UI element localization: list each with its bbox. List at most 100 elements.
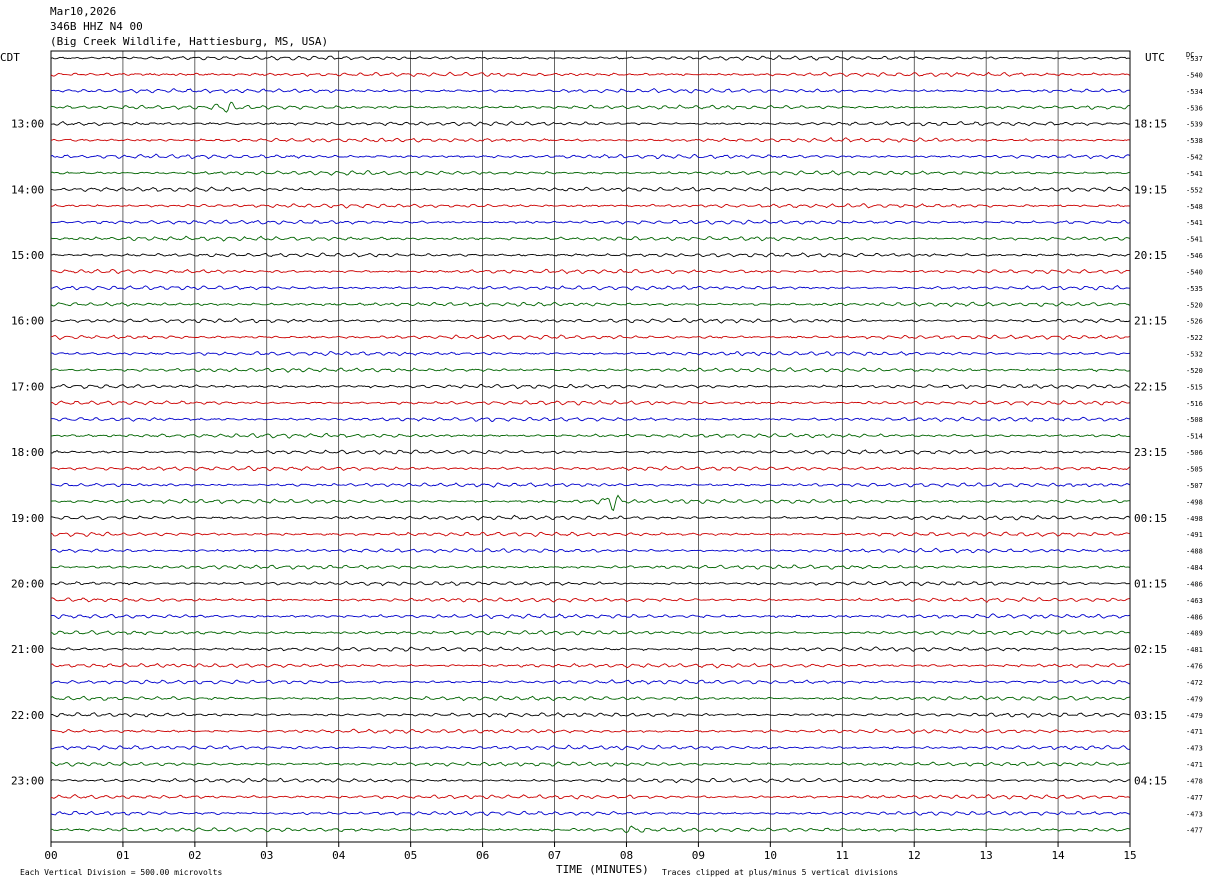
dc-offset-label: -473 [1186, 745, 1203, 753]
dc-offset-label: -479 [1186, 695, 1203, 703]
dc-offset-label: -541 [1186, 170, 1203, 178]
dc-offset-label: -486 [1186, 613, 1203, 621]
right-hour-label: 21:15 [1134, 315, 1167, 328]
seismic-trace [50, 87, 1130, 94]
seismic-trace [50, 777, 1130, 784]
scale-note: Each Vertical Division = 500.00 microvol… [20, 868, 222, 877]
dc-offset-label: -535 [1186, 285, 1203, 293]
seismic-trace [50, 744, 1130, 751]
right-hour-label: 04:15 [1134, 774, 1167, 787]
left-hour-label: 20:00 [11, 577, 44, 590]
left-hour-label: 22:00 [11, 709, 44, 722]
dc-offset-label: -484 [1186, 564, 1203, 572]
seismic-trace [50, 810, 1130, 817]
left-hour-label: 14:00 [11, 183, 44, 196]
left-timezone-label: CDT [0, 51, 20, 64]
seismic-trace [50, 101, 1130, 113]
seismic-trace [50, 285, 1130, 291]
seismic-trace [50, 564, 1130, 570]
dc-offset-label: -542 [1186, 154, 1203, 162]
dc-offset-label: -538 [1186, 137, 1203, 145]
x-tick-label: 00 [44, 849, 57, 862]
header-station: 346B HHZ N4 00 [50, 20, 143, 33]
seismic-trace [50, 761, 1130, 767]
dc-offset-label: -508 [1186, 416, 1203, 424]
seismic-trace [50, 383, 1130, 390]
x-tick-label: 08 [620, 849, 633, 862]
x-tick-label: 07 [548, 849, 561, 862]
dc-offset-label: -532 [1186, 351, 1203, 359]
plot-frame [50, 50, 1131, 843]
seismic-trace [50, 432, 1130, 439]
dc-offset-label: -498 [1186, 498, 1203, 506]
seismic-trace [50, 170, 1130, 176]
dc-offset-label: -471 [1186, 728, 1203, 736]
seismic-trace [50, 153, 1130, 160]
seismic-trace [50, 630, 1130, 636]
seismic-trace [50, 646, 1130, 652]
left-hour-label: 23:00 [11, 774, 44, 787]
dc-offset-label: -534 [1186, 88, 1203, 96]
left-hour-label: 17:00 [11, 380, 44, 393]
x-axis-label: TIME (MINUTES) [556, 863, 649, 876]
seismic-trace [50, 252, 1130, 258]
dc-offset-label: -546 [1186, 252, 1203, 260]
dc-offset-label: -481 [1186, 646, 1203, 654]
right-hour-label: 02:15 [1134, 643, 1167, 656]
dc-offset-label: -477 [1186, 827, 1203, 835]
label-layer: CDT UTC DC TIME (MINUTES) Each Vertical … [0, 51, 1203, 877]
seismic-trace [50, 268, 1130, 275]
dc-offset-label: -536 [1186, 104, 1203, 112]
trace-layer [50, 55, 1130, 833]
seismic-trace [50, 235, 1130, 242]
clip-note: Traces clipped at plus/minus 5 vertical … [662, 868, 898, 877]
dc-offset-label: -520 [1186, 367, 1203, 375]
seismic-trace [50, 679, 1130, 685]
x-tick-label: 14 [1051, 849, 1065, 862]
x-tick-label: 12 [908, 849, 921, 862]
left-hour-label: 18:00 [11, 446, 44, 459]
seismic-trace [50, 494, 1130, 512]
dc-offset-label: -526 [1186, 318, 1203, 326]
dc-offset-label: -522 [1186, 334, 1203, 342]
dc-offset-label: -540 [1186, 71, 1203, 79]
x-tick-label: 02 [188, 849, 201, 862]
dc-offset-label: -489 [1186, 630, 1203, 638]
right-hour-label: 01:15 [1134, 577, 1167, 590]
seismic-trace [50, 71, 1130, 77]
left-hour-label: 19:00 [11, 512, 44, 525]
x-tick-label: 10 [764, 849, 777, 862]
right-hour-label: 18:15 [1134, 118, 1167, 131]
dc-offset-label: -486 [1186, 580, 1203, 588]
dc-offset-label: -516 [1186, 400, 1203, 408]
seismic-trace [50, 728, 1130, 734]
seismic-trace [50, 580, 1130, 587]
dc-offset-label: -541 [1186, 219, 1203, 227]
seismic-trace [50, 712, 1130, 718]
left-hour-label: 15:00 [11, 249, 44, 262]
seismic-trace [50, 794, 1130, 800]
left-hour-label: 21:00 [11, 643, 44, 656]
dc-offset-label: -537 [1186, 55, 1203, 63]
dc-offset-label: -463 [1186, 597, 1203, 605]
dc-offset-label: -477 [1186, 794, 1203, 802]
dc-offset-label: -476 [1186, 663, 1203, 671]
seismic-trace [50, 416, 1130, 423]
seismic-trace [50, 695, 1130, 702]
dc-offset-label: -539 [1186, 121, 1203, 129]
seismic-trace [50, 597, 1130, 603]
seismic-trace [51, 399, 1130, 406]
dc-offset-label: -491 [1186, 531, 1203, 539]
dc-offset-label: -548 [1186, 203, 1203, 211]
dc-label: DC [1186, 51, 1194, 59]
dc-offset-label: -478 [1186, 777, 1203, 785]
header-date: Mar10,2026 [50, 5, 117, 18]
right-timezone-label: UTC [1145, 51, 1165, 64]
dc-offset-label: -541 [1186, 236, 1203, 244]
right-hour-label: 03:15 [1134, 709, 1167, 722]
seismic-trace [50, 120, 1130, 127]
dc-offset-label: -514 [1186, 433, 1203, 441]
seismic-trace [50, 514, 1130, 521]
dc-offset-label: -507 [1186, 482, 1203, 490]
dc-offset-label: -472 [1186, 679, 1203, 687]
